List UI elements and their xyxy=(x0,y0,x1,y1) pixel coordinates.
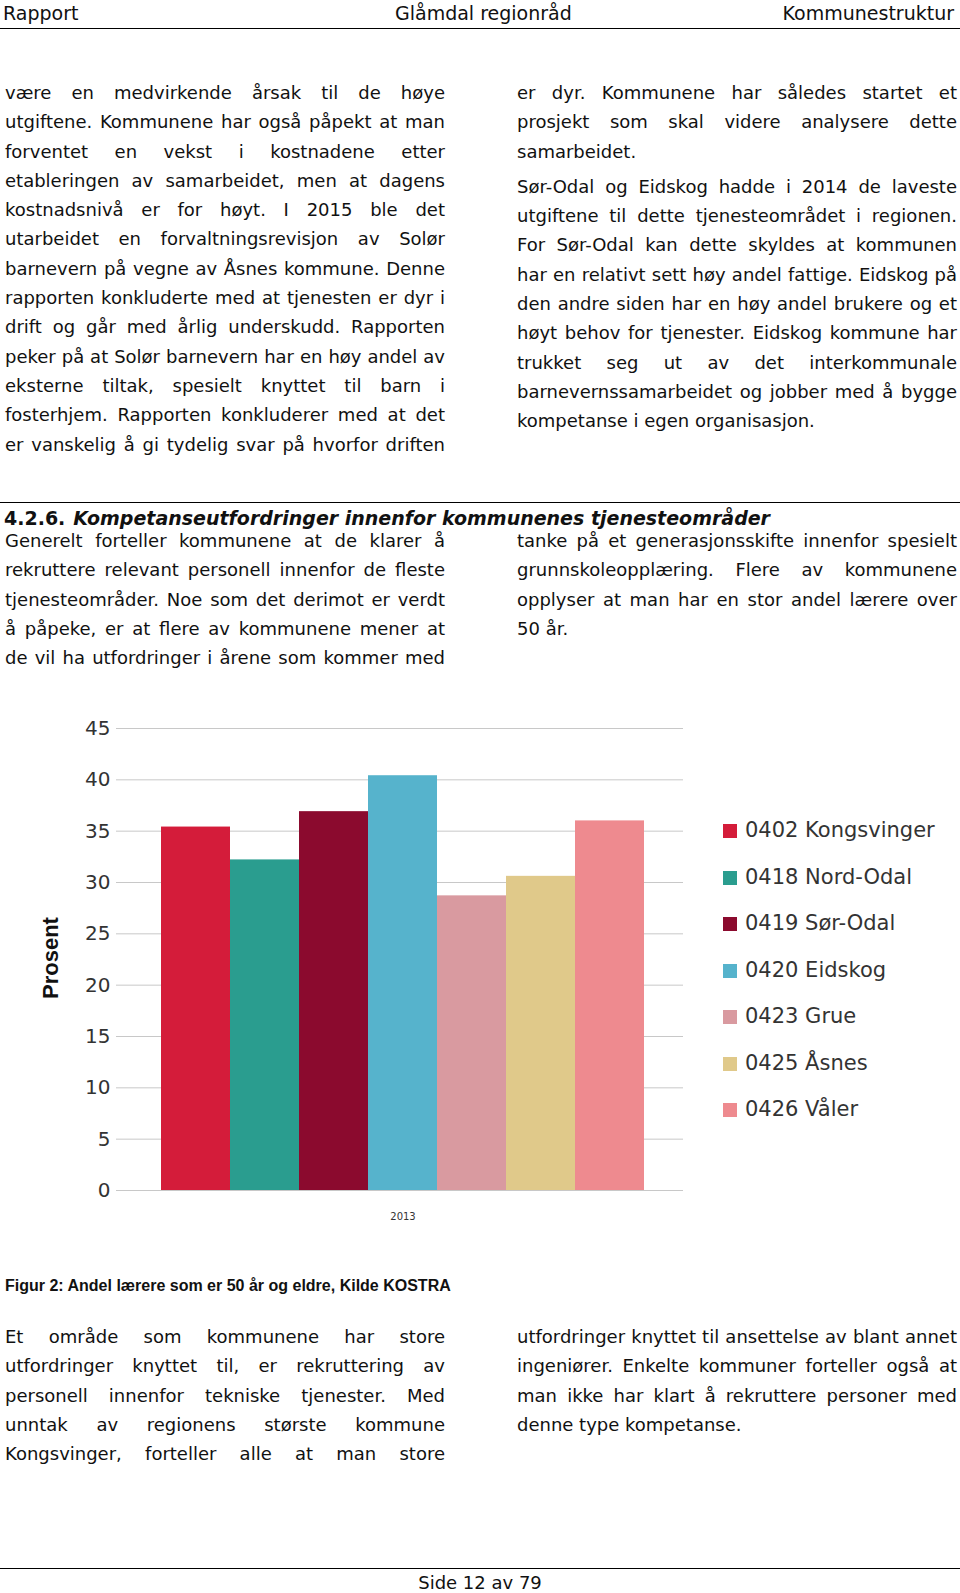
svg-text:25: 25 xyxy=(85,921,110,945)
html-text:Glåmdal regionråd: Glåmdal regionråd xyxy=(395,2,572,24)
svg-text:0: 0 xyxy=(98,1178,111,1202)
svg-text:40: 40 xyxy=(85,767,110,791)
svg-text:20: 20 xyxy=(85,973,110,997)
html-text:Figur 2: Andel lærere som er 5: Figur 2: Andel lærere som er 50 år og el… xyxy=(5,1277,451,1294)
html-text:4.2.6. Kompetanseutfordringer: 4.2.6. Kompetanseutfordringer innenfor k… xyxy=(4,507,770,529)
html-text:Et område som kommunene har st: Et område som kommunene har store utford… xyxy=(5,1326,957,1465)
html-text:0426 Våler: 0426 Våler xyxy=(745,1097,859,1121)
svg-text:10: 10 xyxy=(85,1075,110,1099)
html-text:Generelt forteller kommunene a: Generelt forteller kommunene at de klare… xyxy=(5,530,957,669)
html-text:0423 Grue: 0423 Grue xyxy=(745,1004,857,1028)
html-text:0420 Eidskog: 0420 Eidskog xyxy=(745,957,887,982)
svg-text:15: 15 xyxy=(85,1024,110,1048)
svg-text:30: 30 xyxy=(85,870,110,894)
svg-text:35: 35 xyxy=(85,819,110,843)
html-text:Rapport: Rapport xyxy=(3,2,79,24)
html-text:0425 Åsnes: 0425 Åsnes xyxy=(745,1050,868,1075)
html-text:være en medvirkende årsak til: være en medvirkende årsak til de høye ut… xyxy=(5,82,957,455)
html-text:Kommunestruktur: Kommunestruktur xyxy=(782,2,954,24)
html-text:Side 12 av 79: Side 12 av 79 xyxy=(418,1572,542,1593)
svg-text:2013: 2013 xyxy=(390,1211,415,1222)
svg-text:5: 5 xyxy=(98,1127,111,1151)
html-text:0418 Nord-Odal: 0418 Nord-Odal xyxy=(745,864,912,889)
html-text:0402 Kongsvinger: 0402 Kongsvinger xyxy=(745,818,935,842)
svg-text:45: 45 xyxy=(85,716,110,740)
html-text:0419 Sør-Odal: 0419 Sør-Odal xyxy=(745,911,896,935)
html-text:Prosent: Prosent xyxy=(38,917,63,999)
html-text:Sør-Odal og Eidskog hadde i 20: Sør-Odal og Eidskog hadde i 2014 de lave… xyxy=(517,175,957,432)
